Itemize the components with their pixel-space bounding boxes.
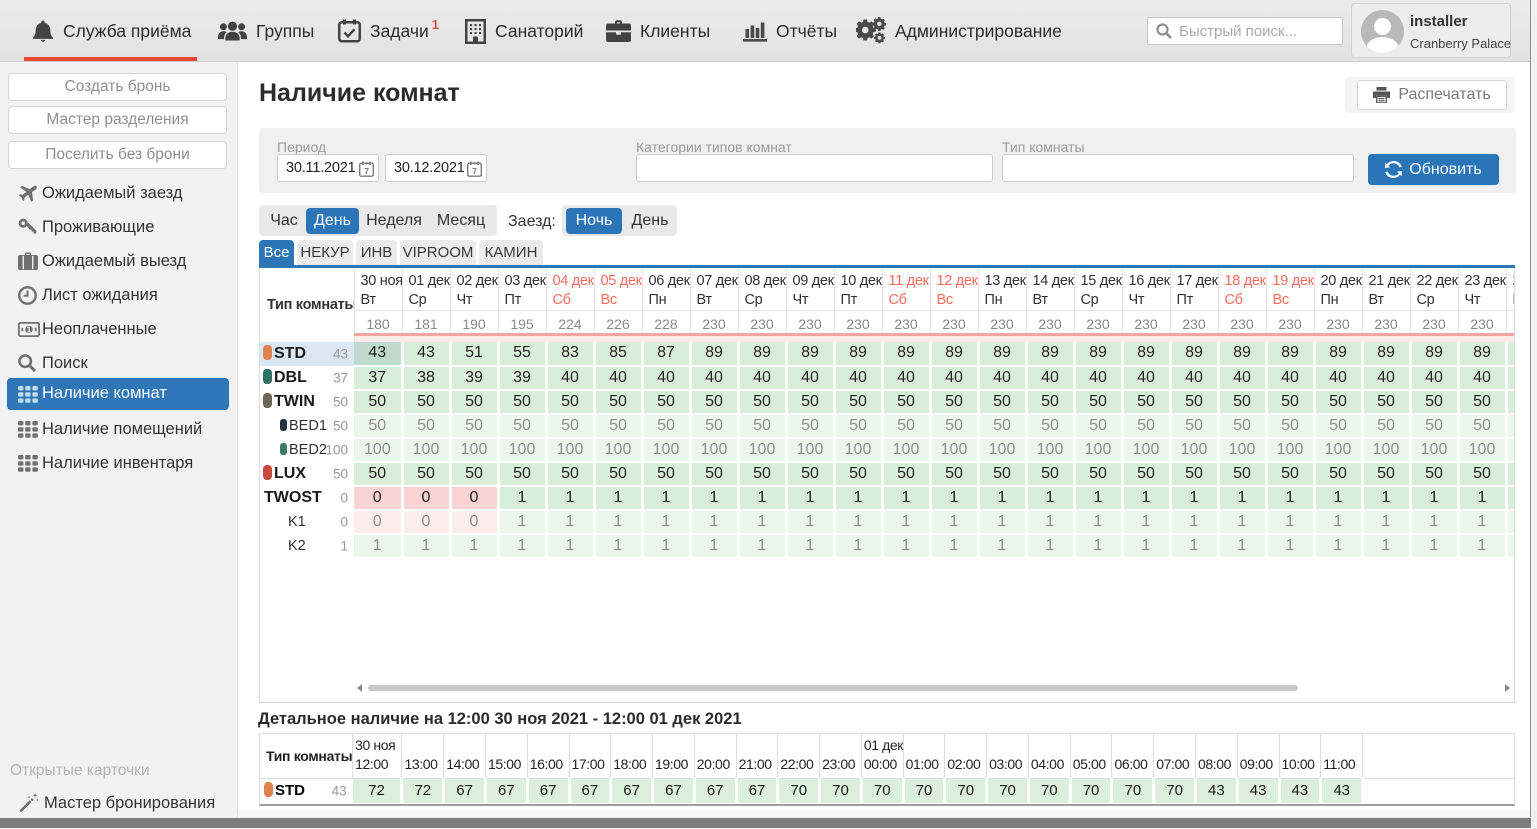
svg-text:7: 7 — [364, 166, 369, 176]
svg-text:7: 7 — [472, 166, 477, 176]
svg-text:1: 1 — [27, 325, 32, 334]
